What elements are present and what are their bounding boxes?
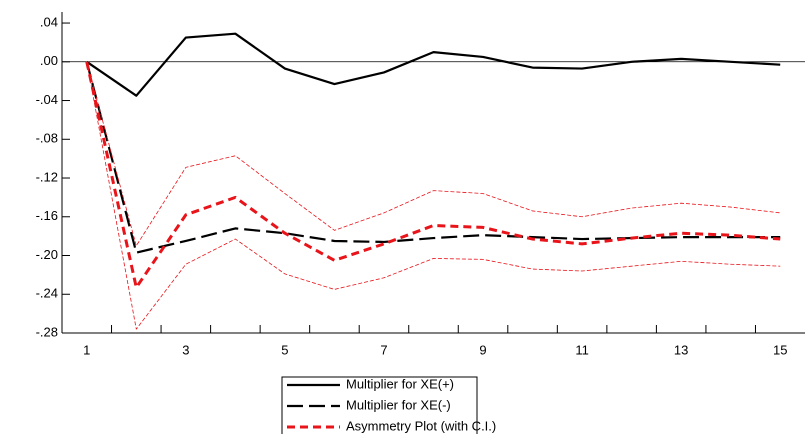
y-tick-label: -.24 [36,286,58,301]
legend-label: Multiplier for XE(+) [346,376,454,391]
series-line [85,61,781,254]
x-tick-label: 13 [674,342,688,357]
x-tick-label: 7 [380,342,387,357]
x-tick-label: 9 [479,342,486,357]
y-tick-label: -.04 [36,92,58,107]
x-tick-label: 11 [575,342,589,357]
series-line [86,61,781,247]
legend-label: Multiplier for XE(-) [346,397,451,412]
series-line [86,32,781,97]
y-tick-label: -.12 [36,169,58,184]
y-tick-label: .04 [40,14,58,29]
legend-label: Asymmetry Plot (with C.I.) [346,418,496,433]
y-tick-label: -.16 [36,208,58,223]
x-tick-label: 1 [83,342,90,357]
y-tick-label: -.20 [36,247,58,262]
series-line [86,61,781,330]
y-tick-label: -.08 [36,131,58,146]
x-tick-label: 15 [773,342,787,357]
y-tick-label: -.28 [36,324,58,339]
series-line [85,61,781,289]
x-tick-label: 5 [281,342,288,357]
x-tick-label: 3 [182,342,189,357]
y-tick-label: .00 [40,53,58,68]
